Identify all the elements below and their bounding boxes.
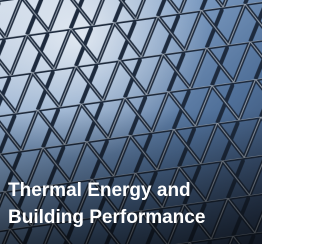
cover-image: Thermal Energy and Building Performance xyxy=(0,0,262,244)
caption-line: Building Performance xyxy=(8,207,205,228)
page: Thermal Energy and Building Performance … xyxy=(0,0,262,244)
caption-line: Thermal Energy and xyxy=(8,180,191,201)
